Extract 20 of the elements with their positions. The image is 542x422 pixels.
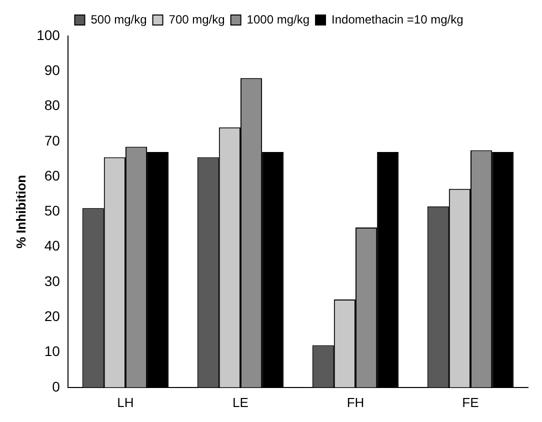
- y-tick-label: 70: [44, 132, 60, 148]
- legend-label: 700 mg/kg: [168, 12, 225, 26]
- y-axis-title: % Inhibition: [13, 174, 28, 249]
- legend-label: Indomethacin =10 mg/kg: [332, 12, 464, 26]
- y-tick-label: 40: [44, 238, 60, 254]
- y-tick-label: 10: [44, 343, 60, 360]
- x-tick-label: FH: [346, 394, 364, 410]
- y-tick-label: 0: [52, 378, 60, 394]
- y-tick-label: 100: [36, 26, 60, 43]
- x-tick-label: LH: [117, 394, 134, 410]
- y-tick-label: 90: [44, 62, 60, 78]
- x-tick-label: LE: [232, 394, 249, 410]
- legend-label: 500 mg/kg: [90, 12, 147, 26]
- legend-label: 1000 mg/kg: [246, 12, 310, 26]
- y-tick-label: 30: [44, 272, 60, 289]
- x-tick-label: FE: [462, 394, 480, 410]
- y-tick-label: 80: [44, 97, 60, 114]
- y-tick-label: 20: [44, 308, 60, 324]
- y-tick-label: 60: [44, 167, 60, 184]
- y-tick-label: 50: [44, 202, 60, 219]
